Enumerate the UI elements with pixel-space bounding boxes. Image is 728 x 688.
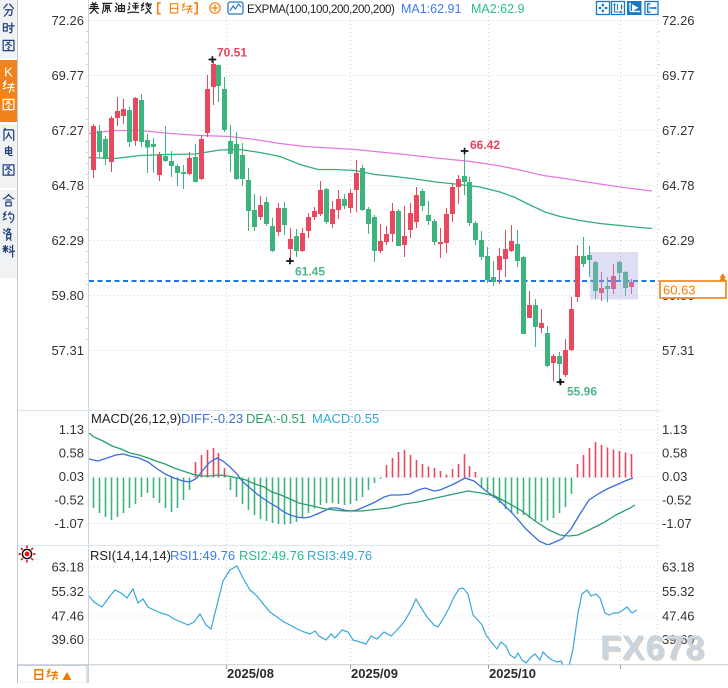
svg-text:MACD(26,12,9): MACD(26,12,9) [91, 411, 181, 426]
svg-text:MA2:62.9: MA2:62.9 [471, 2, 525, 16]
svg-text:55.96: 55.96 [567, 385, 597, 399]
svg-text:67.27: 67.27 [51, 123, 84, 138]
svg-text:57.31: 57.31 [51, 343, 84, 358]
svg-text:64.78: 64.78 [662, 178, 695, 193]
svg-text:K: K [4, 65, 13, 80]
svg-text:EXPMA(100,100,200,200,200): EXPMA(100,100,200,200,200) [247, 4, 395, 16]
svg-text:-1.07: -1.07 [662, 516, 692, 531]
svg-text:63.18: 63.18 [51, 560, 84, 575]
svg-text:55.32: 55.32 [51, 584, 84, 599]
svg-text:-0.52: -0.52 [662, 493, 692, 508]
svg-text:69.77: 69.77 [662, 68, 695, 83]
svg-text:59.80: 59.80 [51, 288, 84, 303]
svg-text:72.26: 72.26 [51, 13, 84, 28]
svg-text:1.13: 1.13 [662, 422, 687, 437]
svg-text:63.18: 63.18 [662, 560, 695, 575]
svg-text:2025/10: 2025/10 [489, 666, 536, 681]
svg-text:0.03: 0.03 [662, 469, 687, 484]
svg-text:72.26: 72.26 [662, 13, 695, 28]
svg-text:70.51: 70.51 [217, 46, 247, 60]
svg-text:55.32: 55.32 [662, 584, 695, 599]
svg-text:69.77: 69.77 [51, 68, 84, 83]
svg-text:DEA:-0.51: DEA:-0.51 [246, 411, 306, 426]
svg-text:1.13: 1.13 [59, 422, 84, 437]
svg-text:47.46: 47.46 [51, 609, 84, 624]
svg-text:FX678: FX678 [600, 629, 705, 667]
svg-text:39.60: 39.60 [51, 632, 84, 647]
svg-text:66.42: 66.42 [470, 138, 500, 152]
svg-text:2025/08: 2025/08 [227, 666, 274, 681]
svg-text:0.58: 0.58 [59, 446, 84, 461]
svg-text:RSI1:49.76: RSI1:49.76 [170, 548, 235, 563]
svg-text:RSI3:49.76: RSI3:49.76 [307, 548, 372, 563]
svg-text:0.58: 0.58 [662, 446, 687, 461]
svg-text:57.31: 57.31 [662, 343, 695, 358]
svg-text:-0.52: -0.52 [54, 493, 84, 508]
svg-text:61.45: 61.45 [295, 265, 325, 279]
svg-text:RSI2:49.76: RSI2:49.76 [239, 548, 304, 563]
svg-text:2025/09: 2025/09 [351, 666, 398, 681]
svg-text:62.29: 62.29 [662, 233, 695, 248]
svg-text:RSI(14,14,14): RSI(14,14,14) [90, 548, 171, 563]
svg-text:67.27: 67.27 [662, 123, 695, 138]
svg-text:MA1:62.91: MA1:62.91 [401, 2, 462, 16]
svg-text:DIFF:-0.23: DIFF:-0.23 [181, 411, 243, 426]
svg-text:62.29: 62.29 [51, 233, 84, 248]
svg-text:MACD:0.55: MACD:0.55 [312, 411, 379, 426]
svg-text:FX678: FX678 [602, 631, 707, 669]
svg-text:-1.07: -1.07 [54, 516, 84, 531]
svg-text:39.60: 39.60 [662, 632, 695, 647]
svg-text:64.78: 64.78 [51, 178, 84, 193]
svg-text:47.46: 47.46 [662, 609, 695, 624]
svg-text:60.63: 60.63 [663, 283, 696, 298]
svg-text:0.03: 0.03 [59, 469, 84, 484]
